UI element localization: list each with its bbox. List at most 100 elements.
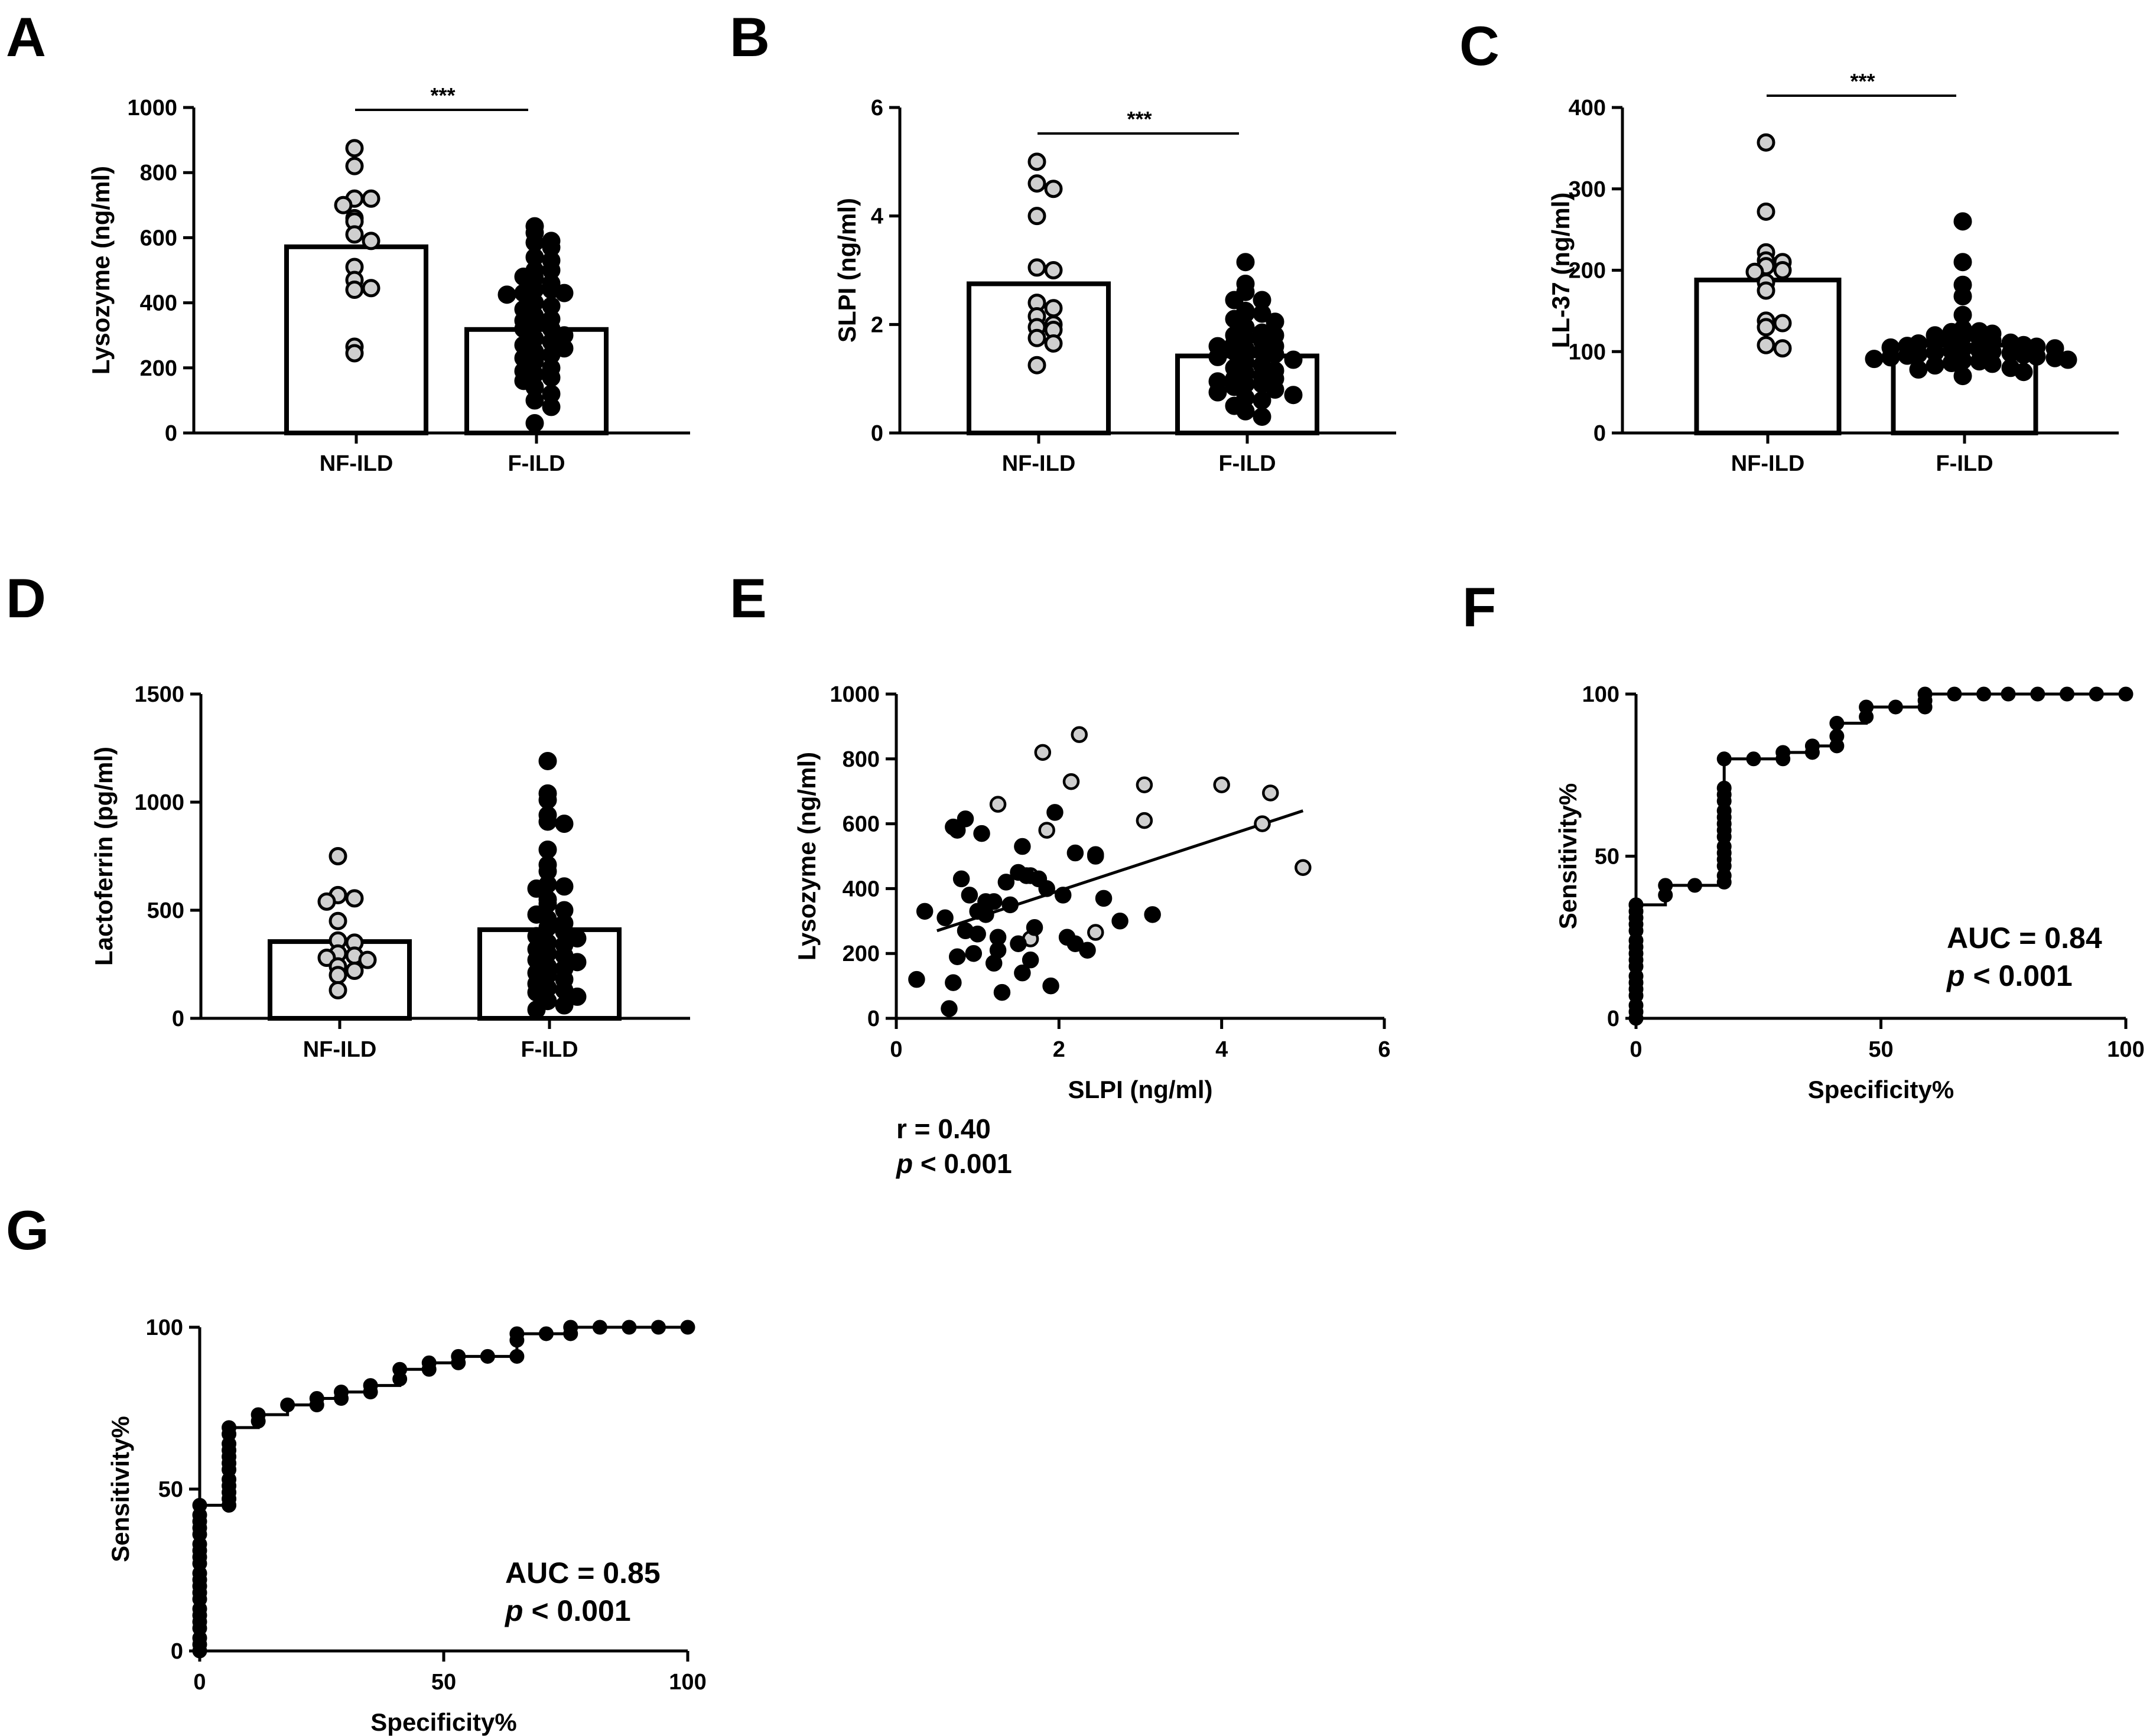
roc-point bbox=[509, 1349, 525, 1364]
roc-point bbox=[280, 1398, 295, 1413]
data-point-f-ild bbox=[1054, 887, 1072, 904]
y-tick-label: 50 bbox=[158, 1477, 183, 1502]
data-point-f-ild bbox=[1953, 367, 1972, 386]
roc-point bbox=[2118, 686, 2134, 702]
y-tick-label: 0 bbox=[1607, 1007, 1619, 1031]
roc-point bbox=[509, 1326, 525, 1341]
data-point-nf-ild bbox=[1027, 328, 1046, 347]
data-point-f-ild bbox=[1253, 407, 1271, 426]
data-point-f-ild bbox=[949, 948, 966, 965]
y-tick-label: 0 bbox=[165, 421, 177, 446]
x-category-label: NF-ILD bbox=[1731, 451, 1805, 476]
data-point-nf-ild bbox=[1062, 773, 1080, 790]
x-category-label: F-ILD bbox=[521, 1037, 578, 1062]
x-tick-label: 4 bbox=[1215, 1037, 1228, 1062]
roc-point bbox=[2030, 686, 2045, 702]
data-point-f-ild bbox=[1865, 350, 1884, 369]
data-point-f-ild bbox=[1079, 942, 1096, 959]
data-point-nf-ild bbox=[329, 911, 347, 930]
data-point-nf-ild bbox=[1044, 299, 1063, 318]
roc-point bbox=[2089, 686, 2104, 702]
data-point-nf-ild bbox=[1034, 744, 1052, 761]
data-point-f-ild bbox=[952, 870, 970, 888]
x-category-label: NF-ILD bbox=[320, 451, 393, 476]
y-tick-label: 200 bbox=[1569, 259, 1606, 284]
data-point-f-ild bbox=[936, 909, 954, 927]
x-tick-label: 50 bbox=[1868, 1037, 1893, 1062]
x-tick-label: 6 bbox=[1378, 1037, 1390, 1062]
roc-point bbox=[1775, 745, 1791, 760]
y-tick-label: 6 bbox=[871, 96, 883, 120]
y-tick-label: 0 bbox=[171, 1639, 183, 1664]
panel-G-roc-curve: G 0 50 100 Sensitivity% 0 50 100 Specificity% AUC… bbox=[6, 1199, 707, 1736]
data-point-f-ild bbox=[997, 874, 1015, 891]
data-point-f-ild bbox=[1087, 848, 1104, 865]
data-point-f-ild bbox=[555, 996, 574, 1015]
data-point-f-ild bbox=[1001, 896, 1019, 914]
roc-point bbox=[1829, 728, 1845, 744]
roc-point bbox=[1917, 686, 1933, 702]
data-point-f-ild bbox=[1026, 919, 1043, 936]
data-point-nf-ild bbox=[1038, 822, 1055, 839]
p-value: < 0.001 bbox=[1965, 959, 2073, 992]
x-category-label: F-ILD bbox=[508, 451, 565, 476]
data-point-f-ild bbox=[1236, 402, 1255, 421]
data-point-f-ild bbox=[538, 841, 557, 859]
data-point-nf-ild bbox=[345, 225, 364, 244]
data-point-nf-ild bbox=[1773, 314, 1792, 333]
data-point-nf-ild bbox=[362, 189, 380, 208]
data-point-f-ild bbox=[527, 1000, 546, 1019]
roc-point bbox=[222, 1420, 237, 1435]
roc-point bbox=[1829, 715, 1845, 731]
roc-point bbox=[680, 1320, 695, 1335]
data-point-nf-ild bbox=[1773, 261, 1792, 279]
data-point-nf-ild bbox=[1757, 336, 1775, 354]
roc-point bbox=[622, 1320, 637, 1335]
y-axis-label: Lactoferrin (pg/ml) bbox=[90, 747, 118, 966]
auc-p-value: p < 0.001 bbox=[504, 1594, 631, 1627]
x-tick-label: 0 bbox=[1630, 1037, 1642, 1062]
data-point-f-ild bbox=[977, 893, 994, 910]
roc-point bbox=[192, 1497, 207, 1513]
data-point-f-ild bbox=[957, 810, 974, 828]
panel-label: G bbox=[6, 1199, 49, 1261]
data-point-f-ild bbox=[1953, 253, 1972, 272]
data-point-nf-ild bbox=[989, 796, 1007, 813]
data-point-nf-ild bbox=[1136, 776, 1153, 793]
correlation-r: r = 0.40 bbox=[896, 1113, 991, 1144]
data-point-nf-ild bbox=[1087, 924, 1104, 941]
data-point-f-ild bbox=[1898, 346, 1917, 365]
x-category-label: F-ILD bbox=[1936, 451, 1993, 476]
panel-label: B bbox=[730, 6, 770, 68]
data-point-nf-ild bbox=[1027, 207, 1046, 226]
p-italic: p bbox=[504, 1594, 523, 1627]
roc-point bbox=[651, 1320, 666, 1335]
x-tick-label: 0 bbox=[890, 1037, 902, 1062]
data-point-nf-ild bbox=[1213, 776, 1230, 793]
x-category-label: NF-ILD bbox=[303, 1037, 377, 1062]
data-point-f-ild bbox=[555, 284, 574, 302]
data-point-f-ild bbox=[1236, 253, 1255, 272]
data-point-nf-ild bbox=[1757, 318, 1775, 337]
data-point-f-ild bbox=[497, 285, 516, 304]
roc-point bbox=[2060, 686, 2075, 702]
x-category-label: F-ILD bbox=[1218, 451, 1276, 476]
data-point-f-ild bbox=[2014, 363, 2033, 382]
y-axis-label: SLPI (ng/ml) bbox=[833, 198, 861, 343]
roc-point bbox=[2001, 686, 2016, 702]
data-point-f-ild bbox=[525, 413, 544, 432]
p-value: < 0.001 bbox=[523, 1594, 631, 1627]
panel-label: C bbox=[1459, 15, 1500, 77]
panel-F-roc-curve: F 0 50 100 Sensitivity% 0 50 100 Specificity% AUC… bbox=[1462, 576, 2145, 1103]
data-point-nf-ild bbox=[1044, 180, 1063, 198]
data-point-nf-ild bbox=[329, 981, 347, 999]
data-point-f-ild bbox=[1953, 287, 1972, 306]
data-point-nf-ild bbox=[345, 344, 364, 363]
y-tick-label: 0 bbox=[172, 1007, 184, 1031]
data-point-f-ild bbox=[538, 812, 557, 831]
data-point-nf-ild bbox=[1044, 334, 1063, 353]
correlation-p: p < 0.001 bbox=[895, 1148, 1012, 1179]
data-point-f-ild bbox=[2027, 347, 2046, 366]
regression-line bbox=[936, 809, 1304, 933]
panel-label: D bbox=[6, 567, 46, 629]
